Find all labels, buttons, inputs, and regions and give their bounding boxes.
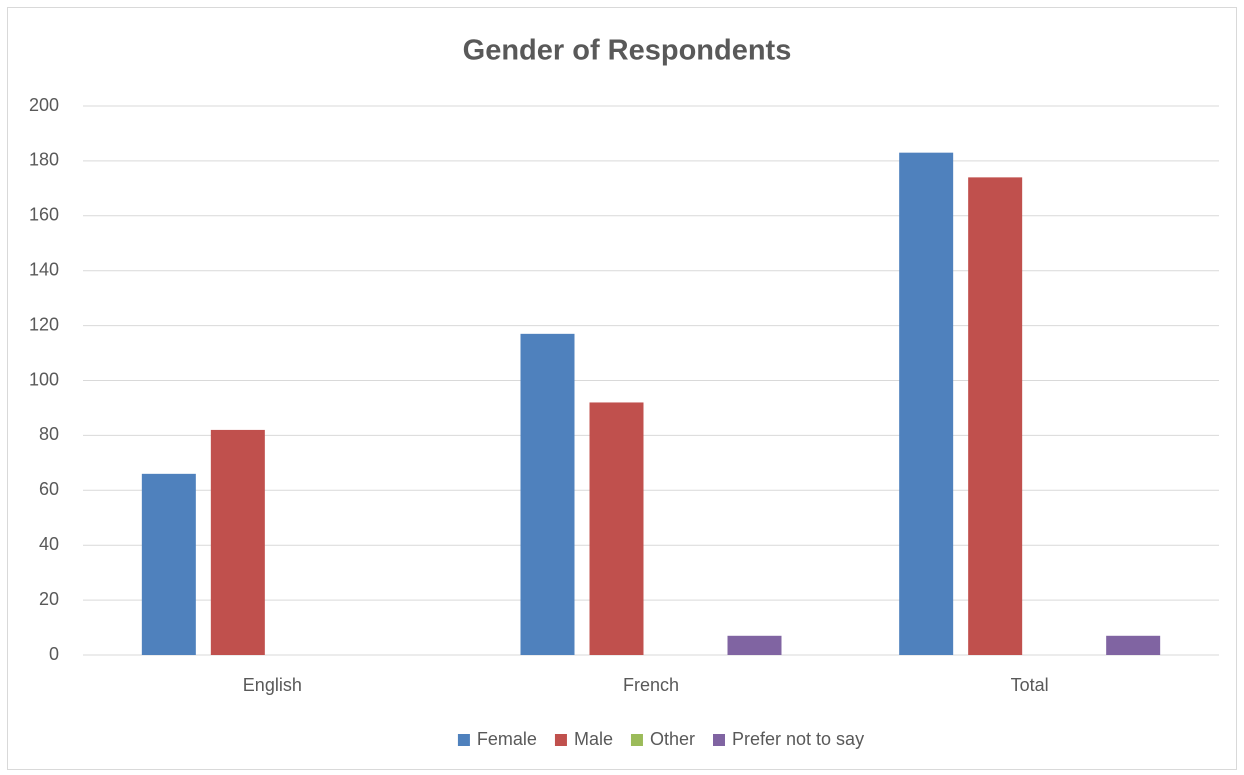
bar xyxy=(727,635,782,655)
bar xyxy=(589,402,644,655)
legend-label: Other xyxy=(650,729,695,749)
x-tick-label: French xyxy=(623,675,679,695)
y-tick-label: 60 xyxy=(39,479,59,499)
legend-label: Male xyxy=(574,729,613,749)
y-tick-label: 100 xyxy=(29,369,59,389)
y-tick-label: 140 xyxy=(29,259,59,279)
legend-swatch xyxy=(630,734,643,746)
bar xyxy=(899,152,954,656)
bar xyxy=(210,429,265,655)
x-tick-label: English xyxy=(243,675,302,695)
legend-label: Prefer not to say xyxy=(732,729,864,749)
y-tick-label: 80 xyxy=(39,424,59,444)
bar xyxy=(520,333,575,655)
bar xyxy=(1106,635,1161,655)
bar xyxy=(141,473,196,655)
y-tick-label: 20 xyxy=(39,589,59,609)
legend-swatch xyxy=(554,734,567,746)
y-tick-label: 160 xyxy=(29,205,59,225)
y-tick-label: 180 xyxy=(29,150,59,170)
chart-title: Gender of Respondents xyxy=(463,35,792,67)
legend-swatch xyxy=(457,734,470,746)
bar xyxy=(968,177,1023,655)
y-tick-label: 200 xyxy=(29,95,59,115)
y-tick-label: 40 xyxy=(39,534,59,554)
y-tick-label: 0 xyxy=(49,644,59,664)
legend-swatch xyxy=(713,734,725,746)
y-tick-label: 120 xyxy=(29,314,59,334)
legend-label: Female xyxy=(477,729,537,749)
x-tick-label: Total xyxy=(1011,675,1049,695)
